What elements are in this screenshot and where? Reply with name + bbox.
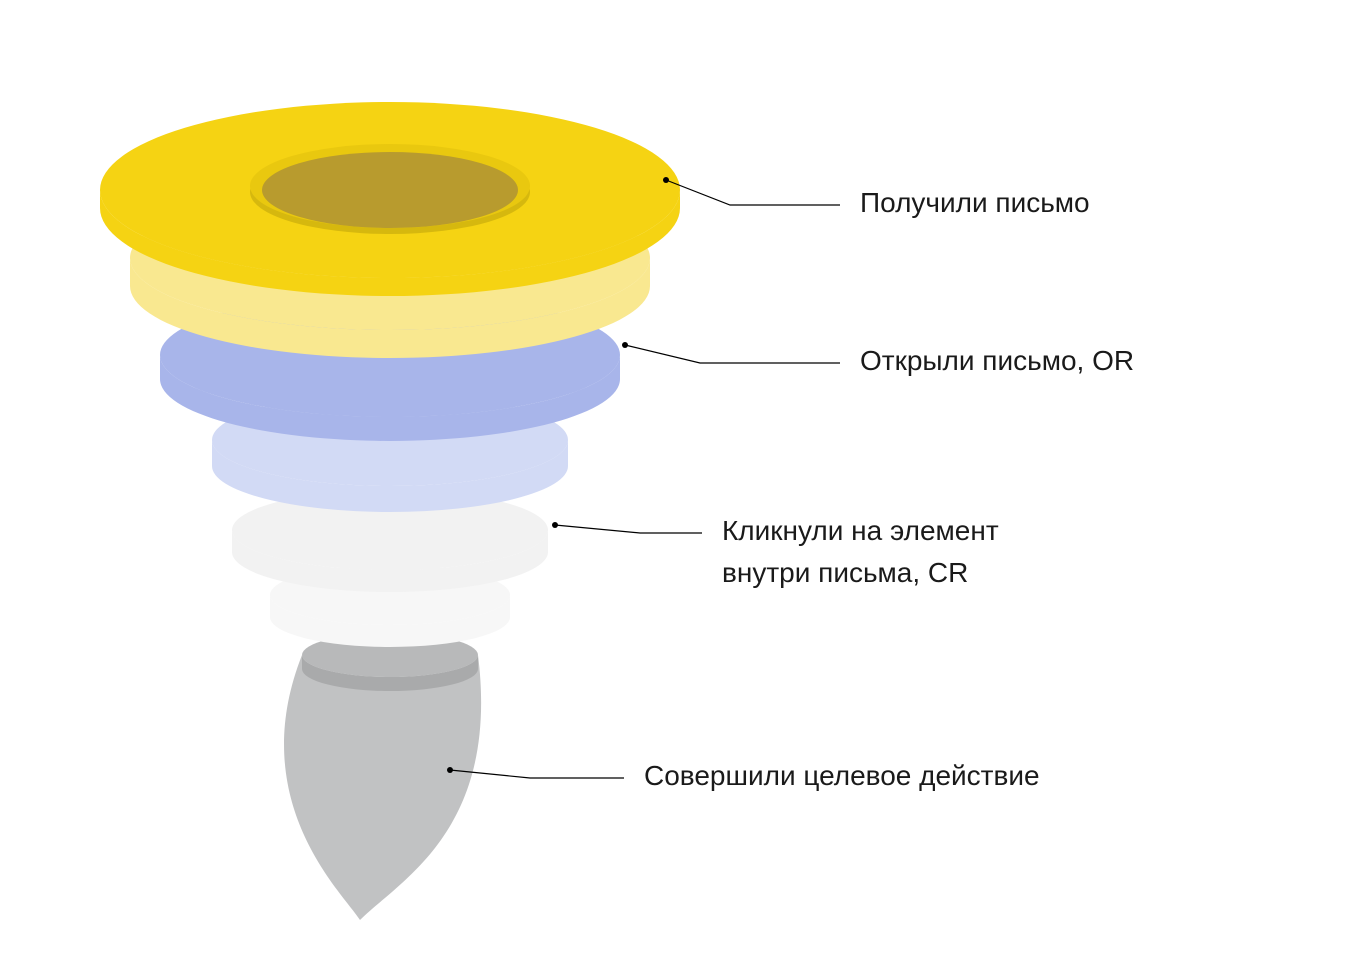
leader-dot-received bbox=[663, 177, 669, 183]
funnel-diagram: Получили письмо Открыли письмо, OR Кликнул… bbox=[0, 0, 1360, 966]
funnel-tail bbox=[284, 655, 481, 920]
leader-line-opened bbox=[625, 345, 840, 363]
stage-label-opened: Открыли письмо, OR bbox=[860, 340, 1134, 382]
stage-label-received: Получили письмо bbox=[860, 182, 1090, 224]
leader-dot-clicked bbox=[552, 522, 558, 528]
leader-line-clicked bbox=[555, 525, 702, 533]
funnel-svg bbox=[0, 0, 1360, 966]
stage-label-clicked: Кликнули на элемент внутри письма, CR bbox=[722, 510, 999, 594]
stage-label-converted: Совершили целевое действие bbox=[644, 755, 1040, 797]
leader-dot-opened bbox=[622, 342, 628, 348]
funnel-mouth bbox=[262, 152, 518, 228]
leader-line-received bbox=[666, 180, 840, 205]
leader-line-converted bbox=[450, 770, 624, 778]
leader-dot-converted bbox=[447, 767, 453, 773]
